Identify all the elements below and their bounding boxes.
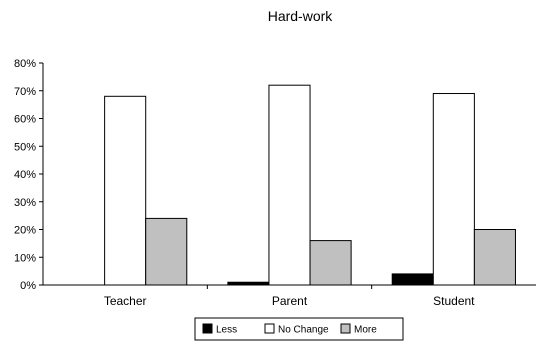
y-tick-label: 80% [14, 58, 36, 70]
category-label: Parent [272, 294, 308, 308]
y-tick-label: 30% [14, 197, 36, 209]
legend-swatch-no-change [264, 323, 275, 334]
bar-more-parent [309, 240, 352, 286]
category-label: Teacher [104, 294, 147, 308]
legend-label-no-change: No Change [278, 325, 329, 336]
y-tick-label: 0% [20, 280, 36, 292]
legend-swatch-more [340, 323, 351, 334]
plot-area: 0% 10% 20% 30% 40% 50% 60% 70% 80% Teacher Parent S… [14, 58, 536, 308]
y-tick-label: 20% [14, 225, 36, 237]
y-tick-label: 10% [14, 252, 36, 264]
legend-box [194, 317, 404, 341]
bar-no-change-parent [268, 84, 311, 286]
legend-swatch-less [202, 323, 213, 334]
category-label: Student [433, 294, 475, 308]
y-tick-label: 50% [14, 141, 36, 153]
bar-no-change-student [432, 93, 475, 286]
bar-more-teacher [145, 217, 188, 286]
bar-less-student [391, 273, 434, 286]
y-tick-label: 60% [14, 114, 36, 126]
bar-more-student [473, 229, 516, 286]
legend-label-more: More [354, 325, 377, 336]
chart-title: Hard-work [268, 8, 334, 24]
y-tick-label: 40% [14, 169, 36, 181]
y-tick-label: 70% [14, 86, 36, 98]
bar-no-change-teacher [104, 95, 147, 286]
legend-label-less: Less [216, 325, 237, 336]
legend: Less No Change More [194, 317, 404, 341]
bar-less-parent [227, 281, 270, 286]
